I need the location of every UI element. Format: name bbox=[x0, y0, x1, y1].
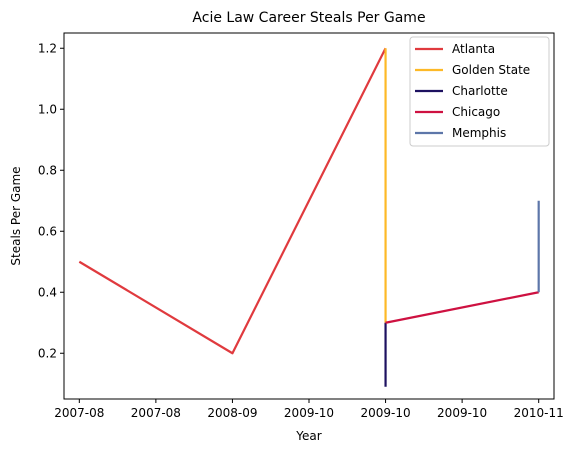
x-tick-label: 2010-11 bbox=[514, 406, 564, 420]
legend-label-chicago: Chicago bbox=[452, 105, 500, 119]
x-axis-label: Year bbox=[295, 429, 321, 443]
chart-title: Acie Law Career Steals Per Game bbox=[192, 10, 425, 26]
y-tick-label: 0.8 bbox=[38, 163, 57, 177]
y-axis-ticks: 0.2 0.4 0.6 0.8 1.0 1.2 bbox=[38, 41, 64, 360]
x-tick-label: 2007-08 bbox=[54, 406, 104, 420]
legend-label-atlanta: Atlanta bbox=[452, 42, 495, 56]
legend-frame bbox=[409, 36, 550, 147]
plot-frame bbox=[63, 32, 555, 400]
x-tick-label: 2009-10 bbox=[437, 406, 487, 420]
x-axis-ticks: 2007-08 2007-08 2008-09 2009-10 2009-10 2009-… bbox=[54, 399, 564, 420]
legend-label-charlotte: Charlotte bbox=[452, 84, 508, 98]
y-tick-label: 1.2 bbox=[38, 41, 57, 55]
legend-label-memphis: Memphis bbox=[452, 126, 506, 140]
y-tick-label: 0.2 bbox=[38, 346, 57, 360]
series-line-chicago bbox=[385, 291, 539, 324]
legend: Atlanta Golden State Charlotte Chicago Memph… bbox=[409, 36, 550, 147]
y-axis-label: Steals Per Game bbox=[9, 166, 23, 265]
x-tick-label: 2009-10 bbox=[284, 406, 334, 420]
y-tick-label: 0.4 bbox=[38, 285, 57, 299]
y-tick-label: 1.0 bbox=[38, 102, 57, 116]
series-line-atlanta bbox=[78, 47, 387, 355]
series-lines bbox=[78, 47, 540, 387]
x-tick-label: 2009-10 bbox=[360, 406, 410, 420]
x-tick-label: 2008-09 bbox=[207, 406, 257, 420]
y-tick-label: 0.6 bbox=[38, 224, 57, 238]
legend-label-golden-state: Golden State bbox=[452, 63, 530, 77]
x-tick-label: 2007-08 bbox=[131, 406, 181, 420]
